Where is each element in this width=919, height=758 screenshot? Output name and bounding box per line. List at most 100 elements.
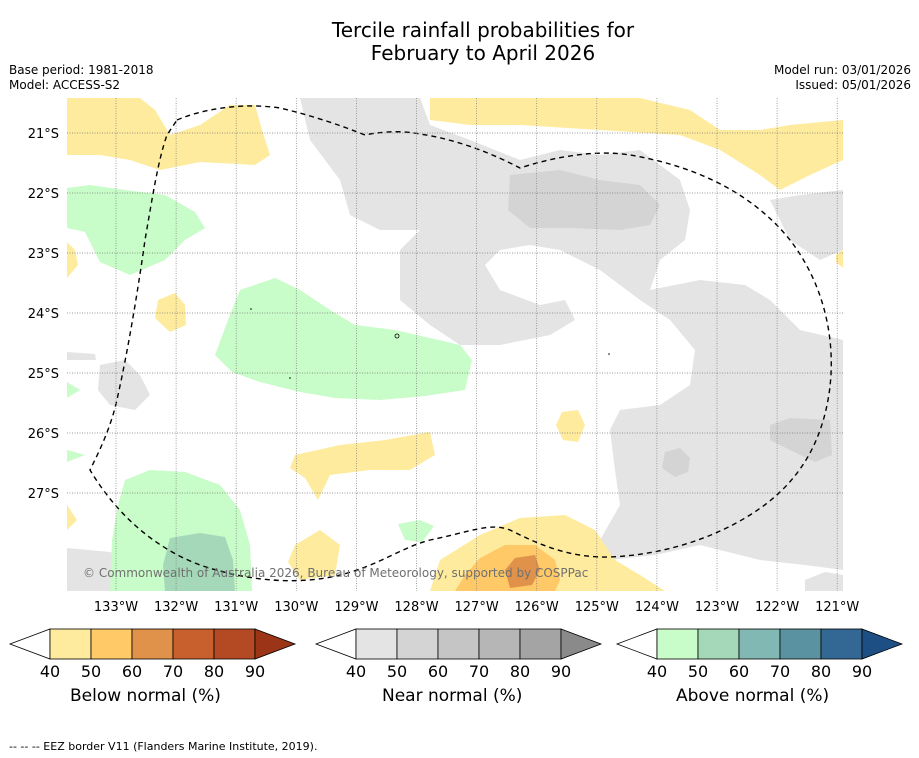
near-normal-50-region-2 bbox=[770, 418, 832, 462]
colorbar-tick-label: 80 bbox=[811, 662, 831, 681]
above-normal-region-west-small bbox=[67, 382, 80, 398]
below-normal-region-south bbox=[288, 530, 340, 580]
below-normal-region-nw bbox=[67, 98, 270, 170]
model-name: Model: ACCESS-S2 bbox=[9, 78, 121, 92]
graticule bbox=[67, 98, 843, 591]
colorbar-tick-label: 70 bbox=[163, 662, 183, 681]
longitude-label: 123°W bbox=[695, 600, 739, 615]
longitude-label: 126°W bbox=[515, 600, 559, 615]
colorbar-tick-label: 80 bbox=[510, 662, 530, 681]
colorbar-segment bbox=[396, 628, 439, 660]
latitude-label: 26°S bbox=[28, 427, 59, 442]
colorbar-segment bbox=[172, 628, 215, 660]
colorbar-segment bbox=[49, 628, 92, 660]
below-normal-region-small-2 bbox=[556, 410, 585, 442]
colorbar-segment bbox=[519, 628, 562, 660]
longitude-labels: 133°W 132°W 131°W 130°W 129°W 128°W 127°W 126°W… bbox=[94, 600, 860, 615]
colorbar-tick-label: 50 bbox=[81, 662, 101, 681]
colorbar-segment bbox=[213, 628, 256, 660]
colorbar-extension-high bbox=[560, 628, 603, 660]
near-normal-region-east bbox=[770, 190, 843, 260]
below-normal-region-east-edge bbox=[836, 250, 843, 268]
map-title: Tercile rainfall probabilities for Febru… bbox=[0, 19, 919, 65]
colorbar-above-normal: 40 50 60 70 80 90 bbox=[615, 628, 904, 681]
map-area bbox=[67, 98, 843, 591]
eez-legend-footer: -- -- -- EEZ border V11 (Flanders Marine… bbox=[9, 740, 318, 753]
meta-left: Base period: 1981-2018 Model: ACCESS-S2 bbox=[9, 63, 154, 93]
above-normal-region-central bbox=[215, 278, 472, 400]
longitude-label: 131°W bbox=[214, 600, 258, 615]
latitude-label: 23°S bbox=[28, 247, 59, 262]
colorbar-tick-label: 90 bbox=[852, 662, 872, 681]
longitude-label: 125°W bbox=[575, 600, 619, 615]
colorbar-extension-low bbox=[8, 628, 51, 660]
colorbar-segment bbox=[437, 628, 480, 660]
colorbar-segment bbox=[131, 628, 174, 660]
longitude-label: 132°W bbox=[154, 600, 198, 615]
title-line-2: February to April 2026 bbox=[370, 41, 596, 65]
above-normal-region-west-small-2 bbox=[67, 450, 85, 462]
colorbar-segment bbox=[656, 628, 699, 660]
longitude-label: 121°W bbox=[815, 600, 859, 615]
latitude-label: 27°S bbox=[28, 487, 59, 502]
latitude-label: 22°S bbox=[28, 187, 59, 202]
longitude-label: 122°W bbox=[755, 600, 799, 615]
base-period: Base period: 1981-2018 bbox=[9, 63, 154, 77]
meta-right: Model run: 03/01/2026 Issued: 05/01/2026 bbox=[774, 63, 911, 93]
near-normal-region-west-edge bbox=[67, 352, 96, 360]
longitude-label: 127°W bbox=[455, 600, 499, 615]
colorbar-extension-low bbox=[314, 628, 357, 660]
colorbar-tick-label: 50 bbox=[387, 662, 407, 681]
latitude-labels: 21°S 22°S 23°S 24°S 25°S 26°S 27°S bbox=[28, 127, 59, 502]
near-normal-region-main bbox=[300, 98, 843, 570]
longitude-label: 130°W bbox=[274, 600, 318, 615]
attribution-text: © Commonwealth of Australia 2026, Bureau… bbox=[83, 566, 588, 580]
colorbar-extension-high bbox=[861, 628, 904, 660]
latitude-label: 25°S bbox=[28, 367, 59, 382]
colorbar-segment bbox=[820, 628, 863, 660]
island-mark-3 bbox=[289, 377, 291, 379]
eez-border bbox=[89, 105, 832, 582]
below-normal-region-central bbox=[290, 432, 435, 500]
below-normal-region-sw-edge bbox=[67, 505, 77, 530]
colorbar-segment bbox=[697, 628, 740, 660]
colorbar-tick-label: 70 bbox=[469, 662, 489, 681]
above-normal-region-south-small bbox=[398, 520, 434, 542]
below-normal-60-region bbox=[505, 555, 540, 588]
colorbar-segment bbox=[478, 628, 521, 660]
colorbar-tick-label: 40 bbox=[40, 662, 60, 681]
latitude-label: 24°S bbox=[28, 307, 59, 322]
colorbar-segment bbox=[90, 628, 133, 660]
colorbar-tick-label: 40 bbox=[346, 662, 366, 681]
below-normal-region-west-edge bbox=[67, 242, 78, 278]
colorbar-below-normal: 40 50 60 70 80 90 bbox=[8, 628, 297, 681]
colorbar-tick-label: 90 bbox=[245, 662, 265, 681]
longitude-label: 133°W bbox=[94, 600, 138, 615]
longitude-label: 124°W bbox=[635, 600, 679, 615]
above-normal-50-region bbox=[163, 533, 235, 591]
near-normal-50-region-1 bbox=[508, 170, 660, 230]
colorbar-segment bbox=[355, 628, 398, 660]
colorbar-tick-label: 60 bbox=[428, 662, 448, 681]
colorbar-extension-high bbox=[254, 628, 297, 660]
below-normal-region-small-1 bbox=[155, 293, 186, 332]
colorbar-near-normal: 40 50 60 70 80 90 bbox=[314, 628, 603, 681]
near-normal-50-region-3 bbox=[662, 448, 690, 477]
colorbar-below-label: Below normal (%) bbox=[70, 686, 221, 706]
island-mark-1 bbox=[394, 333, 400, 339]
colorbar-tick-label: 70 bbox=[770, 662, 790, 681]
island-mark-2 bbox=[250, 308, 252, 310]
colorbar-tick-label: 60 bbox=[729, 662, 749, 681]
below-normal-region-ne bbox=[430, 98, 843, 190]
latitude-label: 21°S bbox=[28, 127, 59, 142]
colorbar-tick-label: 60 bbox=[122, 662, 142, 681]
model-run: Model run: 03/01/2026 bbox=[773, 63, 911, 77]
near-normal-region-se bbox=[805, 572, 843, 591]
island-mark-4 bbox=[608, 353, 610, 355]
colorbar-tick-label: 40 bbox=[647, 662, 667, 681]
colorbar-tick-label: 90 bbox=[551, 662, 571, 681]
colorbar-extension-low bbox=[615, 628, 658, 660]
title-line-1: Tercile rainfall probabilities for bbox=[331, 18, 635, 42]
colorbar-tick-label: 80 bbox=[204, 662, 224, 681]
